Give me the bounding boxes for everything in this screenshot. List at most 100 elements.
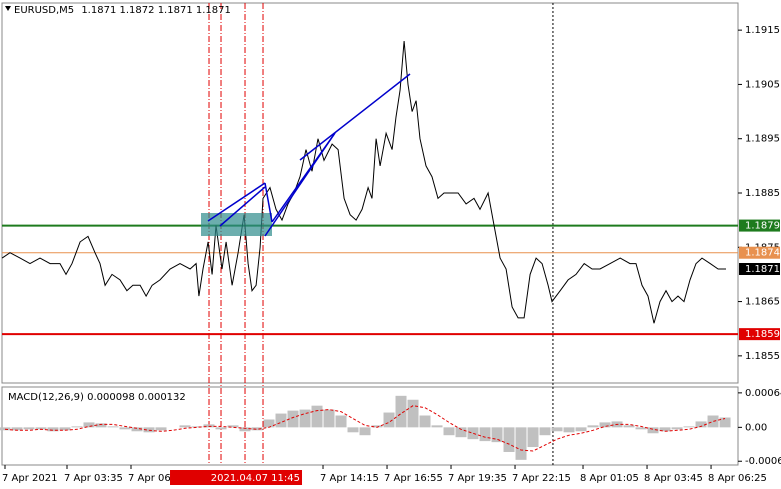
macd-bar (119, 427, 131, 430)
signal-value: 0.000132 (138, 392, 186, 403)
y-tick-label: 1.1865 (745, 297, 780, 308)
x-tick-label: 7 Apr 2021 (2, 473, 57, 484)
macd-bar (707, 415, 719, 428)
macd-bar (587, 425, 599, 428)
macd-bar (11, 427, 23, 431)
level-label: 1.1859 (745, 329, 780, 340)
macd-bar (23, 427, 35, 430)
x-tick-label: 8 Apr 01:05 (580, 473, 639, 484)
collapse-icon (5, 6, 11, 11)
macd-bar (95, 423, 107, 428)
close: 1.1871 (196, 5, 231, 16)
trend-line (299, 73, 411, 161)
macd-bar (443, 427, 455, 436)
last-price-label: 1.1871 (745, 264, 780, 275)
y-tick-label: 1.1905 (745, 79, 780, 90)
macd-bar (491, 427, 503, 443)
macd-bar (239, 427, 251, 432)
macd-bar (323, 409, 335, 428)
y-tick-label: -0.00063 (745, 456, 781, 467)
plot-layer (0, 3, 738, 465)
macd-bar (695, 421, 707, 428)
time-marker-bg (170, 470, 303, 485)
zone (201, 213, 272, 236)
macd-bar (719, 417, 731, 428)
macd-bar (575, 427, 587, 432)
macd-bar (287, 410, 299, 428)
signal-line (4, 405, 726, 452)
macd-bar (503, 427, 515, 452)
macd-bar (227, 425, 239, 428)
symbol: EURUSD,M5 (14, 5, 74, 16)
low: 1.1871 (158, 5, 193, 16)
level-label: 1.1874 (745, 248, 780, 259)
x-tick-label: 8 Apr 06:25 (708, 473, 767, 484)
macd-bar (359, 427, 371, 436)
y-tick-label: 0.000641 (745, 388, 781, 399)
macd-bar (35, 427, 47, 430)
macd-bar (275, 413, 287, 428)
y-tick-label: 1.1895 (745, 134, 780, 145)
macd-bar (263, 419, 275, 428)
y-tick-label: 1.1855 (745, 351, 780, 362)
macd-bar (599, 422, 611, 428)
x-tick-label: 7 Apr 16:55 (384, 473, 443, 484)
macd-bar (671, 427, 683, 430)
x-tick-label: 7 Apr 22:15 (512, 473, 571, 484)
x-tick-label: 7 Apr 14:15 (320, 473, 379, 484)
macd-bar (107, 426, 119, 428)
macd-bar (419, 415, 431, 428)
macd-bar (647, 427, 659, 434)
macd-bar (539, 427, 551, 436)
y-tick-label: 1.1885 (745, 188, 780, 199)
macd-bar (71, 426, 83, 428)
y-tick-label: 1.1915 (745, 25, 780, 36)
macd-bar (563, 427, 575, 433)
macd-bar (299, 409, 311, 428)
price-header: EURUSD,M5 1.1871 1.1872 1.1871 1.1871 (14, 5, 231, 16)
x-tick-label: 7 Apr 03:35 (64, 473, 123, 484)
macd-bar (311, 405, 323, 428)
level-label-bg (739, 246, 780, 259)
macd-panel-frame (1, 386, 739, 466)
macd-title: MACD(12,26,9) (8, 392, 84, 403)
macd-bar (467, 427, 479, 440)
macd-bar (551, 427, 563, 432)
trend-line (264, 182, 273, 223)
macd-bar (659, 427, 671, 432)
level-label-bg (739, 328, 780, 341)
macd-bar (155, 427, 167, 431)
macd-bar (335, 415, 347, 428)
level-label: 1.1879 (745, 221, 780, 232)
trend-channel (207, 73, 411, 237)
macd-bar (383, 412, 395, 428)
x-tick-label: 8 Apr 03:45 (644, 473, 703, 484)
macd-bar (83, 422, 95, 428)
macd-bar (251, 427, 263, 431)
trend-line (219, 186, 266, 227)
macd-bar (431, 425, 443, 428)
macd-bar (635, 427, 647, 430)
x-tick-label: 7 Apr 19:35 (448, 473, 507, 484)
trend-line (271, 132, 336, 223)
open: 1.1871 (81, 5, 116, 16)
macd-bar (179, 425, 191, 428)
macd-bar (515, 427, 527, 460)
price-line (1, 40, 726, 324)
last-price-bg (739, 263, 780, 275)
macd-bar (131, 427, 143, 432)
macd-bar (395, 395, 407, 428)
level-label-bg (739, 219, 780, 232)
macd-bar (347, 427, 359, 433)
macd-header: MACD(12,26,9) 0.000098 0.000132 (8, 392, 186, 403)
x-tick-label: 7 Apr 06:15 (128, 473, 187, 484)
macd-bar (479, 427, 491, 442)
macd-bar (203, 424, 215, 428)
macd-value: 0.000098 (87, 392, 135, 403)
high: 1.1872 (120, 5, 155, 16)
trend-line (207, 182, 266, 222)
macd-bar (47, 427, 59, 432)
macd-bar (59, 427, 71, 431)
